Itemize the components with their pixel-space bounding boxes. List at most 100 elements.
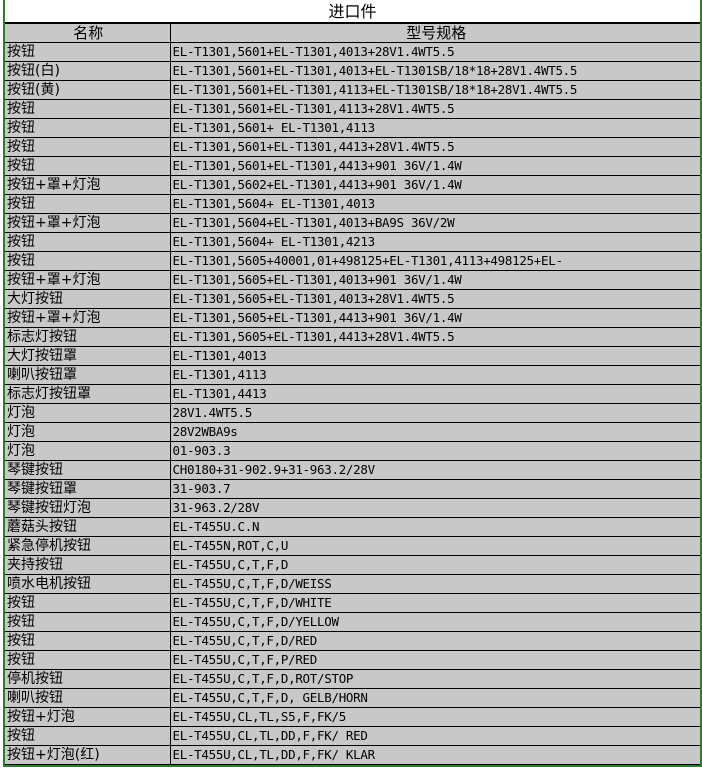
table-row: 大灯按钮罩 EL-T1301,4013 — [5, 346, 700, 366]
table-row: 按钮 EL-T1301,5601+EL-T1301,4113+28V1.4WT5.… — [5, 99, 700, 119]
spec-cell[interactable]: EL-T1301,4413 — [169, 384, 700, 404]
table-row: 标志灯按钮 EL-T1301,5605+EL-T1301,4413+28V1.4W… — [5, 327, 700, 347]
spec-cell[interactable]: EL-T455U,CL,TL,S5,F,FK/5 — [169, 707, 700, 727]
spec-cell[interactable]: EL-T1301,5605+EL-T1301,4413+28V1.4WT5.5 — [169, 327, 700, 347]
name-cell[interactable]: 标志灯按钮 — [5, 327, 171, 347]
table-row: 夹持按钮 EL-T455U,C,T,F,D — [5, 555, 700, 575]
spec-cell[interactable]: EL-T1301,5601+EL-T1301,4413+901 36V/1.4W — [169, 156, 700, 176]
spec-cell[interactable]: EL-T455U,C,T,F,D/YELLOW — [169, 612, 700, 632]
table-row: 按钮(白) EL-T1301,5601+EL-T1301,4013+EL-T130… — [5, 61, 700, 81]
name-cell[interactable]: 喇叭按钮 — [5, 688, 171, 708]
name-cell[interactable]: 按钮 — [5, 99, 171, 119]
spec-cell[interactable]: EL-T1301,5601+ EL-T1301,4113 — [169, 118, 700, 138]
name-cell[interactable]: 喇叭按钮罩 — [5, 365, 171, 385]
spec-cell[interactable]: EL-T1301,5605+EL-T1301,4013+901 36V/1.4W — [169, 270, 700, 290]
spec-cell[interactable]: 28V1.4WT5.5 — [169, 403, 700, 423]
spec-cell[interactable]: 31-963.2/28V — [169, 498, 700, 518]
header-spec[interactable]: 型号规格 — [169, 23, 700, 43]
name-cell[interactable]: 蘑菇头按钮 — [5, 517, 171, 537]
table-row: 琴键按钮 CH0180+31-902.9+31-963.2/28V — [5, 460, 700, 480]
spec-cell[interactable]: EL-T1301,5601+EL-T1301,4113+EL-T1301SB/1… — [169, 80, 700, 100]
name-cell[interactable]: 按钮 — [5, 593, 171, 613]
name-cell[interactable]: 按钮 — [5, 631, 171, 651]
name-cell[interactable]: 按钮 — [5, 118, 171, 138]
spec-cell[interactable]: EL-T455U,C,T,F,D/RED — [169, 631, 700, 651]
name-cell[interactable]: 按钮(白) — [5, 61, 171, 81]
name-cell[interactable]: 灯泡 — [5, 422, 171, 442]
name-cell[interactable]: 按钮 — [5, 612, 171, 632]
spec-cell[interactable]: EL-T1301,5601+EL-T1301,4013+EL-T1301SB/1… — [169, 61, 700, 81]
spec-cell[interactable]: 31-903.7 — [169, 479, 700, 499]
spec-cell[interactable]: EL-T455U,CL,TL,DD,F,FK/ RED — [169, 726, 700, 746]
table-row: 按钮 EL-T1301,5604+ EL-T1301,4213 — [5, 232, 700, 252]
header-name[interactable]: 名称 — [5, 23, 171, 43]
name-cell[interactable]: 按钮 — [5, 156, 171, 176]
name-cell[interactable]: 琴键按钮灯泡 — [5, 498, 171, 518]
name-cell[interactable]: 按钮 — [5, 726, 171, 746]
table-row: 标志灯按钮罩 EL-T1301,4413 — [5, 384, 700, 404]
spec-cell[interactable]: EL-T1301,4113 — [169, 365, 700, 385]
table-row: 琴键按钮灯泡 31-963.2/28V — [5, 498, 700, 518]
spec-cell[interactable]: EL-T1301,5601+EL-T1301,4413+28V1.4WT5.5 — [169, 137, 700, 157]
spec-cell[interactable]: EL-T1301,5602+EL-T1301,4413+901 36V/1.4W — [169, 175, 700, 195]
spec-cell[interactable]: EL-T455U,C,T,F,P/RED — [169, 650, 700, 670]
table-row: 灯泡 28V1.4WT5.5 — [5, 403, 700, 423]
spec-cell[interactable]: EL-T1301,5601+EL-T1301,4013+28V1.4WT5.5 — [169, 42, 700, 62]
spec-cell[interactable]: 01-903.3 — [169, 441, 700, 461]
spec-cell[interactable]: EL-T1301,5601+EL-T1301,4113+28V1.4WT5.5 — [169, 99, 700, 119]
name-cell[interactable]: 大灯按钮罩 — [5, 346, 171, 366]
name-cell[interactable]: 停机按钮 — [5, 669, 171, 689]
spec-cell[interactable]: EL-T455N,ROT,C,U — [169, 536, 700, 556]
spec-cell[interactable]: EL-T455U,C,T,F,D,ROT/STOP — [169, 669, 700, 689]
table-row: 按钮+罩+灯泡 EL-T1301,5605+EL-T1301,4013+901 3… — [5, 270, 700, 290]
table-row: 喷水电机按钮 EL-T455U,C,T,F,D/WEISS — [5, 574, 700, 594]
name-cell[interactable]: 按钮 — [5, 251, 171, 271]
spec-cell[interactable]: EL-T1301,4013 — [169, 346, 700, 366]
table-row: 按钮(黄) EL-T1301,5601+EL-T1301,4113+EL-T130… — [5, 80, 700, 100]
name-cell[interactable]: 按钮 — [5, 42, 171, 62]
spec-cell[interactable]: CH0180+31-902.9+31-963.2/28V — [169, 460, 700, 480]
spec-cell[interactable]: EL-T1301,5604+ EL-T1301,4013 — [169, 194, 700, 214]
name-cell[interactable]: 夹持按钮 — [5, 555, 171, 575]
table-row: 按钮 EL-T455U,C,T,F,D/WHITE — [5, 593, 700, 613]
name-cell[interactable]: 按钮+罩+灯泡 — [5, 175, 171, 195]
name-cell[interactable]: 大灯按钮 — [5, 289, 171, 309]
spec-cell[interactable]: EL-T1301,5604+ EL-T1301,4213 — [169, 232, 700, 252]
name-cell[interactable]: 灯泡 — [5, 441, 171, 461]
name-cell[interactable]: 灯泡 — [5, 403, 171, 423]
table-row: 按钮+灯泡 EL-T455U,CL,TL,S5,F,FK/5 — [5, 707, 700, 727]
spec-cell[interactable]: EL-T455U,C,T,F,D, GELB/HORN — [169, 688, 700, 708]
name-cell[interactable]: 按钮 — [5, 194, 171, 214]
spec-cell[interactable]: EL-T455U,C,T,F,D/WEISS — [169, 574, 700, 594]
table-row: 按钮 EL-T1301,5601+ EL-T1301,4113 — [5, 118, 700, 138]
spec-cell[interactable]: EL-T455U,CL,TL,DD,F,FK/ KLAR — [169, 745, 700, 765]
name-cell[interactable]: 按钮 — [5, 650, 171, 670]
name-cell[interactable]: 按钮(黄) — [5, 80, 171, 100]
table-row: 按钮 EL-T1301,5605+40001,01+498125+EL-T1301… — [5, 251, 700, 271]
name-cell[interactable]: 按钮+罩+灯泡 — [5, 213, 171, 233]
spec-cell[interactable]: EL-T455U,C,T,F,D/WHITE — [169, 593, 700, 613]
spec-cell[interactable]: EL-T455U,C,T,F,D — [169, 555, 700, 575]
name-cell[interactable]: 按钮+罩+灯泡 — [5, 270, 171, 290]
name-cell[interactable]: 按钮+灯泡(红) — [5, 745, 171, 765]
name-cell[interactable]: 琴键按钮罩 — [5, 479, 171, 499]
name-cell[interactable]: 琴键按钮 — [5, 460, 171, 480]
name-cell[interactable]: 按钮 — [5, 137, 171, 157]
name-cell[interactable]: 标志灯按钮罩 — [5, 384, 171, 404]
name-cell[interactable]: 按钮 — [5, 232, 171, 252]
name-cell[interactable]: 按钮+灯泡 — [5, 707, 171, 727]
table-row: 按钮+罩+灯泡 EL-T1301,5604+EL-T1301,4013+BA9S … — [5, 213, 700, 233]
sheet-title[interactable]: 进口件 — [5, 0, 700, 23]
name-cell[interactable]: 紧急停机按钮 — [5, 536, 171, 556]
table-row: 按钮 EL-T1301,5601+EL-T1301,4413+28V1.4WT5.… — [5, 137, 700, 157]
spec-cell[interactable]: 28V2WBA9s — [169, 422, 700, 442]
name-cell[interactable]: 喷水电机按钮 — [5, 574, 171, 594]
spec-cell[interactable]: EL-T1301,5605+40001,01+498125+EL-T1301,4… — [169, 251, 700, 271]
spec-cell[interactable]: EL-T455U.C.N — [169, 517, 700, 537]
name-cell[interactable]: 按钮+罩+灯泡 — [5, 308, 171, 328]
spec-cell[interactable]: EL-T1301,5605+EL-T1301,4413+901 36V/1.4W — [169, 308, 700, 328]
table-row: 蘑菇头按钮 EL-T455U.C.N — [5, 517, 700, 537]
spec-cell[interactable]: EL-T1301,5604+EL-T1301,4013+BA9S 36V/2W — [169, 213, 700, 233]
spec-cell[interactable]: EL-T1301,5605+EL-T1301,4013+28V1.4WT5.5 — [169, 289, 700, 309]
table-row: 喇叭按钮罩 EL-T1301,4113 — [5, 365, 700, 385]
